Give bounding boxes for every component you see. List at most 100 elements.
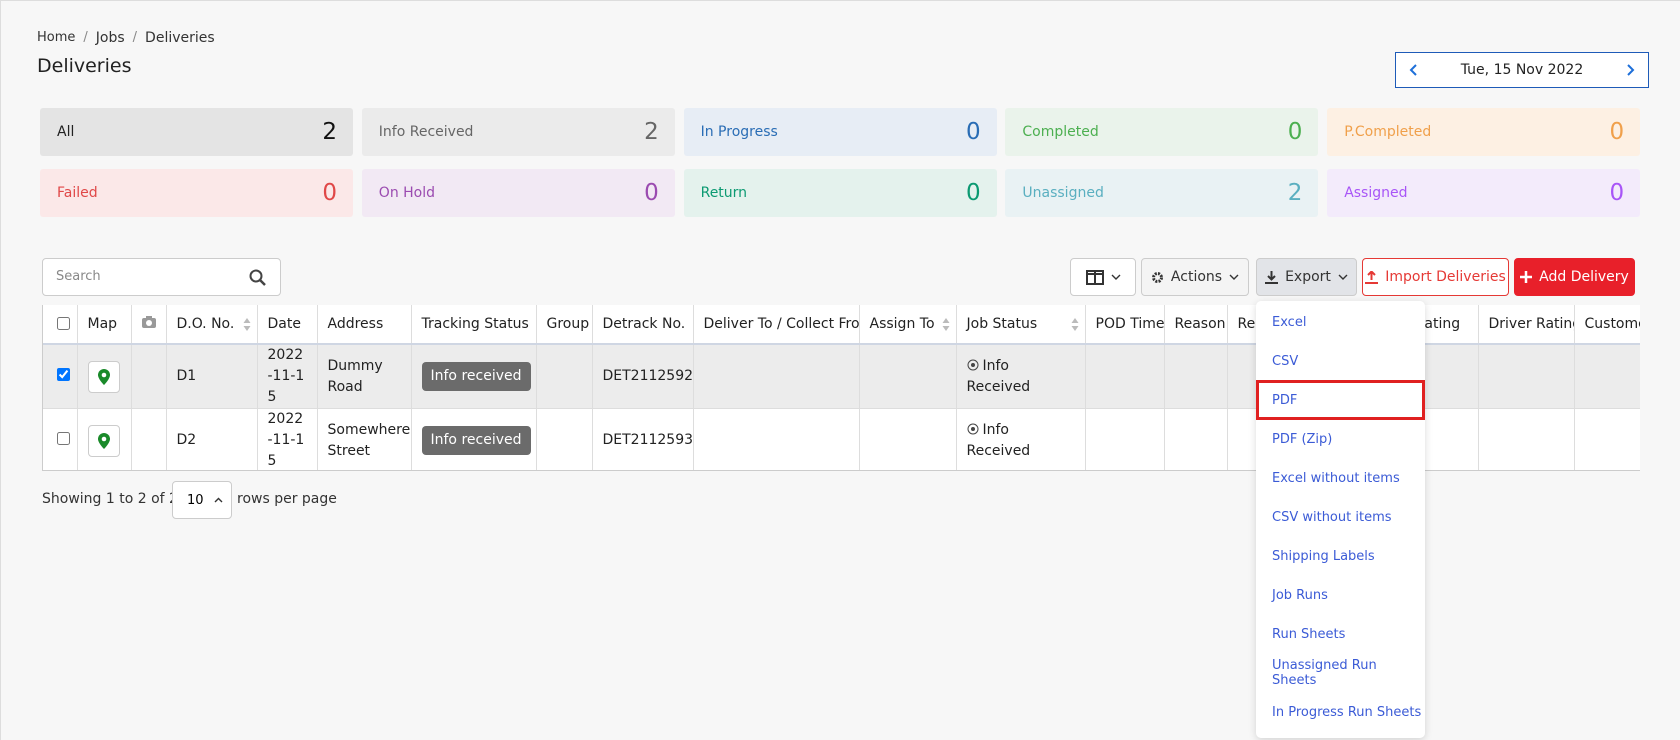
header-label: Tracking Status bbox=[421, 316, 529, 332]
detrack-number: DET2112592 bbox=[602, 368, 693, 384]
breadcrumb-item[interactable]: Home bbox=[37, 30, 76, 45]
table-cell bbox=[1085, 344, 1165, 409]
page-size: 10 bbox=[187, 492, 204, 508]
export-option[interactable]: Run Sheets bbox=[1272, 626, 1346, 642]
table-cell bbox=[43, 344, 78, 409]
button-label: Actions bbox=[1170, 269, 1223, 285]
status-icon bbox=[967, 359, 978, 370]
row-checkbox[interactable] bbox=[57, 368, 70, 381]
tracking-status: Info received bbox=[421, 426, 531, 455]
pin-icon bbox=[97, 368, 110, 385]
status-count: 0 bbox=[644, 180, 659, 206]
pagination-summary: Showing 1 to 2 of 2 bbox=[42, 491, 178, 507]
address: Somewhere Street bbox=[327, 421, 411, 459]
column-header: Date bbox=[257, 305, 318, 345]
import-button[interactable]: Import Deliveries bbox=[1362, 258, 1509, 296]
table-cell bbox=[859, 408, 957, 470]
column-header[interactable]: Assign To bbox=[859, 305, 957, 345]
status-card[interactable]: Assigned 0 bbox=[1327, 169, 1641, 217]
status-icon bbox=[967, 423, 978, 434]
export-option[interactable]: CSV without items bbox=[1272, 509, 1392, 525]
status-label: All bbox=[57, 124, 75, 140]
export-option[interactable]: PDF (Zip) bbox=[1272, 431, 1333, 447]
caret bbox=[214, 497, 223, 502]
button-label: Import Deliveries bbox=[1385, 269, 1506, 285]
export-option[interactable]: In Progress Run Sheets bbox=[1272, 704, 1422, 720]
status-count: 0 bbox=[1609, 119, 1625, 145]
header-label: Assign To bbox=[869, 316, 935, 332]
table-cell bbox=[77, 408, 132, 470]
export-option[interactable]: Job Runs bbox=[1272, 587, 1328, 603]
actions-button[interactable]: Actions bbox=[1141, 258, 1249, 296]
gear-icon bbox=[1151, 271, 1163, 283]
row-checkbox[interactable] bbox=[57, 432, 70, 445]
table-cell bbox=[1085, 408, 1165, 470]
table-cell bbox=[1574, 408, 1640, 470]
table-cell bbox=[693, 408, 860, 470]
map-button[interactable] bbox=[87, 424, 120, 457]
status-card[interactable]: Return 0 bbox=[683, 169, 997, 217]
export-option[interactable]: Excel without items bbox=[1272, 470, 1400, 486]
map-button[interactable] bbox=[87, 360, 120, 393]
header-label: Address bbox=[327, 316, 384, 332]
table-cell: D1 bbox=[166, 344, 258, 409]
status-count: 0 bbox=[1287, 119, 1303, 145]
sort-icon bbox=[243, 318, 250, 331]
table-cell: Info received bbox=[411, 408, 537, 470]
next-day[interactable] bbox=[1624, 64, 1636, 76]
export-option[interactable]: Excel bbox=[1272, 314, 1307, 330]
address: Dummy Road bbox=[327, 357, 383, 395]
date: 2022-11-15 bbox=[267, 411, 305, 469]
plus-icon bbox=[1520, 271, 1533, 283]
status-label: P.Completed bbox=[1344, 124, 1432, 140]
export-option[interactable]: Shipping Labels bbox=[1272, 548, 1375, 564]
status-card[interactable]: Unassigned 2 bbox=[1005, 169, 1319, 217]
column-header: POD Time bbox=[1085, 305, 1165, 345]
caret bbox=[1111, 274, 1120, 280]
column-header[interactable]: D.O. No. bbox=[166, 305, 258, 345]
table-cell: Somewhere Street bbox=[317, 408, 412, 470]
search-box[interactable]: Search bbox=[42, 258, 281, 296]
status-card[interactable]: P.Completed 0 bbox=[1327, 108, 1641, 156]
status-card[interactable]: In Progress 0 bbox=[683, 108, 997, 156]
status-card[interactable]: On Hold 0 bbox=[361, 169, 675, 217]
column-header[interactable]: Job Status bbox=[956, 305, 1086, 345]
select-all[interactable] bbox=[57, 317, 70, 330]
prev-day[interactable] bbox=[1408, 64, 1420, 76]
page-size-select[interactable]: 10 bbox=[172, 481, 232, 519]
column-header: Tracking Status bbox=[411, 305, 537, 345]
status-card[interactable]: Failed 0 bbox=[40, 169, 353, 217]
column-header: Map bbox=[77, 305, 132, 345]
table-cell: Dummy Road bbox=[317, 344, 412, 409]
status-card[interactable]: Info Received 2 bbox=[361, 108, 675, 156]
table-cell: D2 bbox=[166, 408, 258, 470]
status-card[interactable]: Completed 0 bbox=[1005, 108, 1319, 156]
status-label: Failed bbox=[57, 185, 98, 201]
date-picker[interactable]: Tue, 15 Nov 2022 bbox=[1395, 52, 1649, 88]
table-cell: 2022-11-15 bbox=[257, 344, 318, 409]
do-number: D2 bbox=[176, 432, 197, 448]
status-card[interactable]: All 2 bbox=[40, 108, 353, 156]
table-cell bbox=[131, 344, 167, 409]
export-button[interactable]: Export bbox=[1256, 258, 1357, 296]
status-label: Return bbox=[700, 185, 748, 201]
header-label: Date bbox=[267, 316, 301, 332]
add-button[interactable]: Add Delivery bbox=[1514, 258, 1635, 296]
status-count: 2 bbox=[322, 119, 337, 145]
caret bbox=[1229, 274, 1239, 280]
column-header: Address bbox=[317, 305, 412, 345]
export-option[interactable]: Unassigned Run Sheets bbox=[1272, 658, 1377, 688]
breadcrumb-item[interactable]: Jobs bbox=[95, 30, 125, 46]
columns-button[interactable] bbox=[1070, 258, 1136, 296]
table-cell bbox=[1574, 344, 1640, 409]
status-label: Assigned bbox=[1344, 185, 1408, 201]
export-option[interactable]: CSV bbox=[1272, 353, 1299, 369]
status-label: Info Received bbox=[378, 124, 474, 140]
status-count: 2 bbox=[1287, 180, 1303, 206]
export-option[interactable]: PDF bbox=[1256, 380, 1425, 420]
table-cell bbox=[1478, 408, 1575, 470]
header-label: Detrack No. bbox=[602, 316, 686, 332]
table-cell bbox=[77, 344, 132, 409]
column-header: Driver Rating bbox=[1478, 305, 1575, 345]
